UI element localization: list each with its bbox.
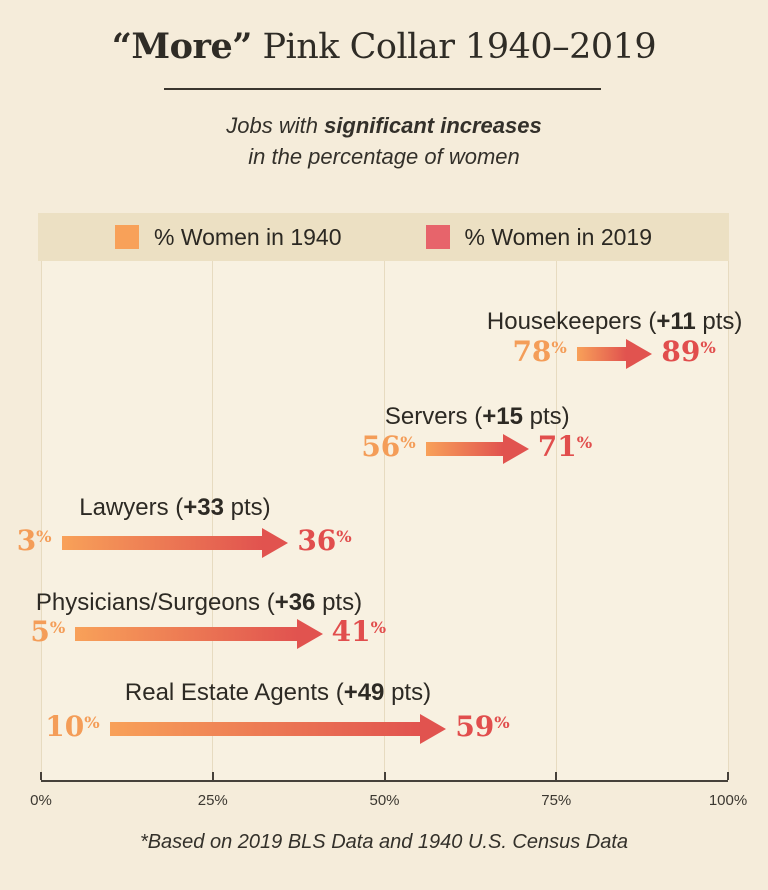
gridline (212, 261, 214, 780)
trend-arrow (576, 347, 627, 361)
x-axis-line (41, 780, 728, 782)
start-value: 3% (16, 524, 52, 557)
start-value: 10% (45, 710, 100, 743)
trend-arrow-head-icon (626, 339, 653, 369)
axis-tick-label: 0% (30, 792, 52, 809)
trend-arrow-head-icon (296, 619, 323, 649)
trend-arrow-head-icon (502, 434, 529, 464)
end-value: 36% (297, 524, 352, 557)
chart-subtitle: Jobs with significant increases in the pe… (0, 110, 768, 172)
x-axis-tick (555, 772, 558, 780)
subtitle-bold: significant increases (324, 113, 542, 138)
legend: % Women in 1940 % Women in 2019 (38, 213, 729, 261)
x-axis-tick (727, 772, 729, 780)
legend-swatch-2019-icon (425, 225, 450, 249)
x-axis-tick (383, 772, 386, 780)
subtitle-prefix: Jobs with (226, 113, 325, 138)
end-value: 41% (331, 615, 387, 648)
job-row-label: Real Estate Agents (+49 pts) (124, 679, 432, 706)
legend-item-1940: % Women in 1940 (114, 223, 342, 251)
legend-swatch-1940-icon (114, 225, 139, 249)
title-quoted-word: “More” (111, 26, 253, 67)
gridline (384, 261, 385, 780)
job-row-label: Housekeepers (+11 pts) (486, 308, 743, 335)
start-value: 56% (361, 430, 416, 463)
trend-arrow (61, 536, 263, 550)
end-value: 89% (661, 335, 716, 368)
axis-tick-label: 75% (541, 792, 572, 809)
start-value: 78% (512, 335, 567, 368)
trend-arrow-head-icon (420, 714, 447, 744)
trend-arrow (109, 722, 421, 736)
x-axis-tick (211, 772, 214, 780)
trend-arrow-head-icon (262, 528, 289, 558)
title-rest: Pink Collar 1940–2019 (251, 27, 657, 67)
title-divider (164, 88, 601, 90)
legend-label-2019: % Women in 2019 (464, 223, 653, 250)
legend-label-1940: % Women in 1940 (153, 223, 342, 250)
axis-tick-label: 100% (708, 792, 748, 809)
job-row-label: Physicians/Surgeons (+36 pts) (35, 589, 363, 616)
legend-item-2019: % Women in 2019 (425, 223, 653, 251)
gridline (555, 261, 557, 780)
end-value: 71% (537, 430, 593, 463)
axis-tick-label: 50% (369, 792, 400, 809)
trend-arrow (75, 627, 297, 641)
job-row-label: Lawyers (+33 pts) (79, 494, 271, 521)
x-axis-tick (40, 772, 42, 780)
end-value: 59% (455, 710, 510, 743)
gridline (40, 261, 42, 780)
page-title: “More” Pink Collar 1940–2019 (0, 26, 768, 67)
subtitle-line2: in the percentage of women (248, 144, 520, 169)
footnote: *Based on 2019 BLS Data and 1940 U.S. Ce… (139, 831, 629, 853)
axis-tick-label: 25% (197, 792, 228, 809)
job-row-label: Servers (+15 pts) (384, 403, 570, 430)
gridline (727, 261, 729, 780)
start-value: 5% (30, 615, 66, 648)
trend-arrow (425, 442, 503, 456)
